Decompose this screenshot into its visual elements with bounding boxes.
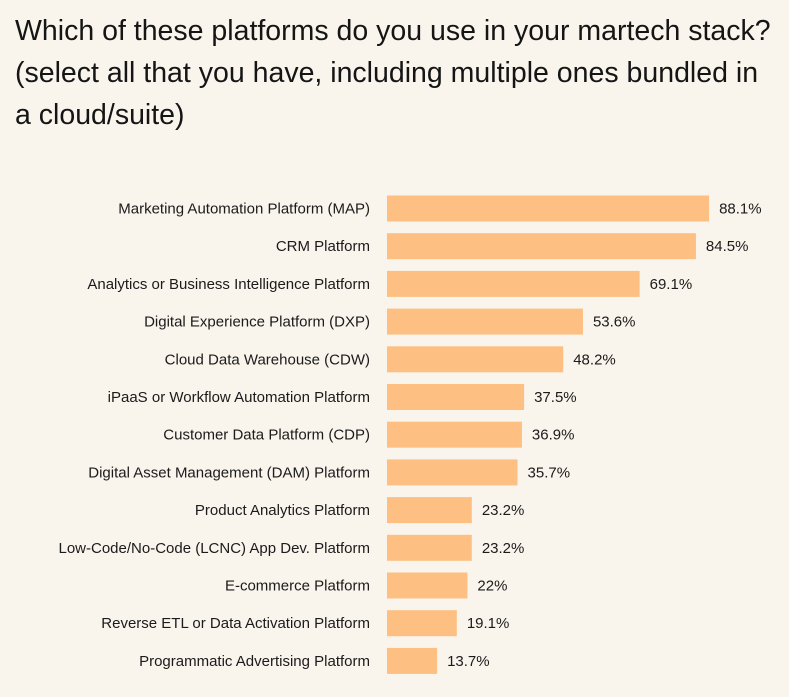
bar [387,270,640,297]
value-label: 53.6% [593,314,636,331]
category-label: iPaaS or Workflow Automation Platform [108,389,370,406]
value-label: 35.7% [528,464,571,481]
category-label: Cloud Data Warehouse (CDW) [165,351,370,368]
bar [387,195,710,222]
category-label: E-commerce Platform [225,578,370,595]
value-label: 36.9% [532,427,575,444]
bar [387,346,564,373]
category-label: Analytics or Business Intelligence Platf… [87,276,370,293]
bar [387,610,457,637]
value-label: 37.5% [534,389,577,406]
category-label: Customer Data Platform (CDP) [163,427,370,444]
bar [387,572,468,599]
bar [387,308,583,335]
category-label: Digital Asset Management (DAM) Platform [88,464,370,481]
bar [387,534,472,561]
chart-title: Which of these platforms do you use in y… [15,15,771,131]
category-label: Product Analytics Platform [195,502,370,519]
category-label: Programmatic Advertising Platform [139,653,370,670]
category-label: Low-Code/No-Code (LCNC) App Dev. Platfor… [58,540,370,557]
bar [387,421,522,448]
value-label: 23.2% [482,502,525,519]
bar [387,384,525,410]
value-label: 88.1% [719,201,762,218]
bar [387,497,472,524]
value-label: 13.7% [447,653,490,670]
value-label: 69.1% [650,276,693,293]
bar [387,459,518,486]
bar [387,233,696,260]
value-label: 48.2% [573,351,616,368]
value-label: 23.2% [482,540,525,557]
bar [387,647,438,674]
category-label: Digital Experience Platform (DXP) [144,314,370,331]
value-label: 19.1% [467,615,510,632]
category-label: Marketing Automation Platform (MAP) [118,201,370,218]
category-label: Reverse ETL or Data Activation Platform [101,615,370,632]
value-label: 22% [477,578,507,595]
value-label: 84.5% [706,238,749,255]
category-label: CRM Platform [276,238,370,255]
